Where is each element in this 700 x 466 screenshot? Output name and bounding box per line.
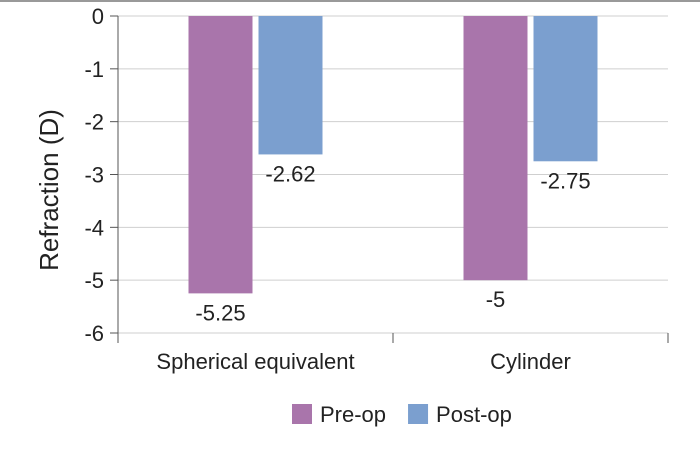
y-tick-label: 0: [92, 4, 104, 29]
legend-swatch: [408, 404, 429, 424]
data-label: -2.75: [540, 168, 590, 193]
data-label: -5: [486, 287, 506, 312]
bar-pre-op: [463, 16, 528, 281]
legend-swatch: [292, 404, 312, 424]
category-label: Spherical equivalent: [156, 349, 354, 374]
y-tick-label: -2: [84, 110, 104, 135]
bar-post-op: [258, 16, 323, 155]
y-axis-title: Refraction (D): [34, 109, 64, 271]
data-labels: -5.25 -2.62 -5 -2.75: [195, 161, 590, 325]
y-tick-label: -4: [84, 215, 104, 240]
legend-label: Post-op: [436, 402, 512, 427]
y-tick-label: -5: [84, 268, 104, 293]
y-axis-ticks: 0 -1 -2 -3 -4 -5 -6: [84, 4, 119, 346]
legend-label: Pre-op: [320, 402, 386, 427]
category-label: Cylinder: [490, 349, 571, 374]
y-tick-label: -6: [84, 321, 104, 346]
y-tick-label: -1: [84, 57, 104, 82]
bar-pre-op: [188, 16, 253, 294]
bar-post-op: [533, 16, 598, 162]
category-labels: Spherical equivalent Cylinder: [156, 349, 570, 374]
data-label: -5.25: [195, 300, 245, 325]
bars: [188, 16, 598, 294]
data-label: -2.62: [265, 161, 315, 186]
legend: Pre-op Post-op: [292, 402, 512, 427]
y-tick-label: -3: [84, 163, 104, 188]
